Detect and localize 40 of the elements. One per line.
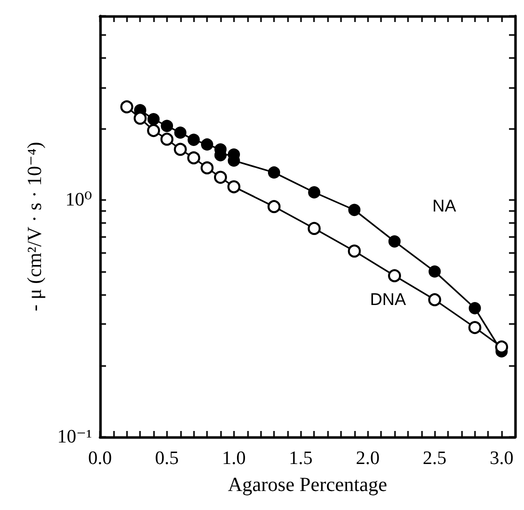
point xyxy=(147,124,160,138)
point xyxy=(268,166,280,179)
point xyxy=(468,302,481,314)
y-tick-label: 10⁻¹ xyxy=(57,426,92,448)
point xyxy=(188,134,200,146)
point xyxy=(468,321,482,334)
point xyxy=(120,100,134,114)
point xyxy=(134,112,147,125)
point xyxy=(388,269,402,282)
point xyxy=(201,138,214,151)
point xyxy=(187,151,200,164)
point xyxy=(495,340,508,354)
x-tick-label: 2.5 xyxy=(422,448,447,469)
series-label: DNA xyxy=(370,290,407,310)
point xyxy=(348,204,360,216)
point xyxy=(428,265,441,278)
point xyxy=(160,132,174,146)
point xyxy=(200,161,214,174)
y-axis-title: - μ (cm²/V · s · 10⁻⁴) xyxy=(24,142,46,312)
point xyxy=(160,120,174,132)
point xyxy=(388,235,401,248)
point xyxy=(214,170,227,184)
point xyxy=(308,222,321,235)
y-tick-label: 10⁰ xyxy=(65,190,92,211)
x-tick-label: 0.0 xyxy=(88,448,112,469)
x-tick-label: 1.0 xyxy=(222,448,246,469)
text: NA xyxy=(432,196,457,216)
point xyxy=(174,126,186,139)
point xyxy=(147,113,160,126)
point xyxy=(308,186,320,198)
x-tick-label: 1.5 xyxy=(288,448,313,469)
x-tick-label: 0.5 xyxy=(155,448,179,469)
point xyxy=(348,244,361,258)
point xyxy=(174,142,187,156)
x-tick-label: 2.0 xyxy=(356,448,380,469)
x-tick-label: 3.0 xyxy=(490,448,514,469)
point xyxy=(428,293,442,306)
point xyxy=(268,200,281,214)
point xyxy=(227,180,240,194)
x-axis-title: Agarose Percentage xyxy=(228,474,388,496)
